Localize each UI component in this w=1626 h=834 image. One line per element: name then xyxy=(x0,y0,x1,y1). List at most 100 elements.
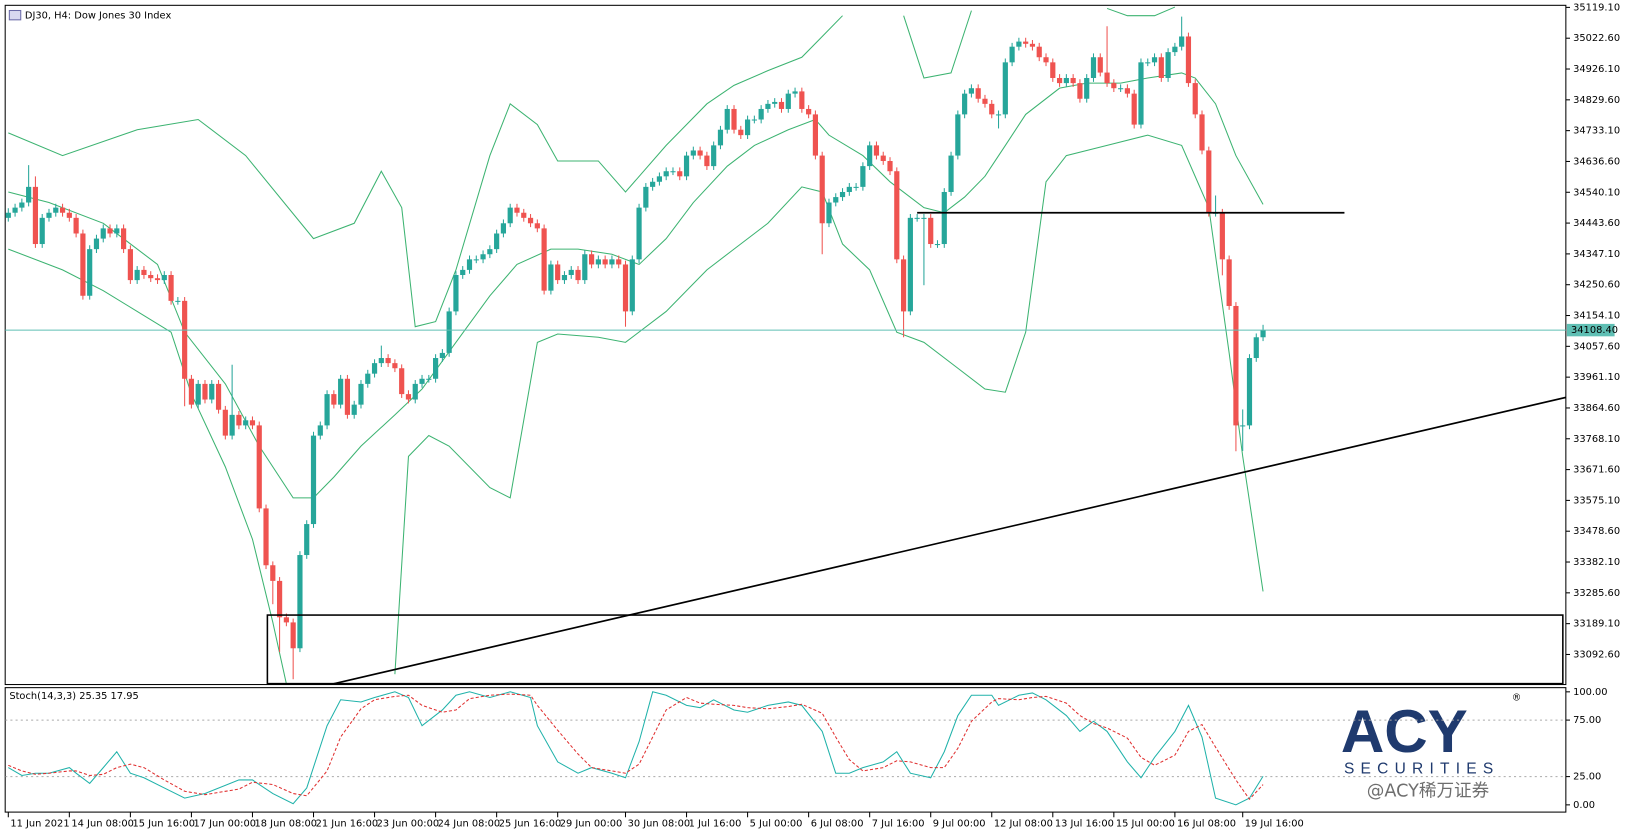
candle-body xyxy=(846,186,852,192)
candle-body xyxy=(324,394,330,426)
y-tick-label: 34540.10 xyxy=(1573,187,1620,198)
candle-body xyxy=(677,171,683,177)
candle-body xyxy=(277,580,283,618)
line-drawing xyxy=(329,396,1566,685)
candle-body xyxy=(934,244,941,246)
candle-body xyxy=(73,217,79,234)
candle-body xyxy=(358,383,364,405)
candle-body xyxy=(1111,83,1117,89)
candle-body xyxy=(439,352,445,359)
x-tick-label: 12 Jul 08:00 xyxy=(994,819,1053,830)
candle-body xyxy=(968,88,974,94)
candle-body xyxy=(487,249,493,255)
candle-body xyxy=(962,93,968,115)
y-tick-label: 0.00 xyxy=(1573,800,1595,811)
x-tick-label: 5 Jul 00:00 xyxy=(750,819,803,830)
candle-body xyxy=(80,233,86,296)
x-tick-label: 6 Jul 08:00 xyxy=(811,819,864,830)
y-tick-label: 33768.10 xyxy=(1573,434,1620,445)
candle-body xyxy=(717,129,724,146)
candle-body xyxy=(310,435,317,525)
candle-body xyxy=(704,155,710,167)
candle-body xyxy=(514,207,520,213)
candle-body xyxy=(290,622,296,649)
candle-body xyxy=(839,191,846,198)
candle-body xyxy=(331,394,337,405)
line xyxy=(8,6,1176,328)
candle-body xyxy=(683,155,690,177)
candle-body xyxy=(629,259,635,312)
stoch-plot xyxy=(5,691,1566,806)
candle-body xyxy=(446,311,452,353)
line xyxy=(8,693,1264,801)
candle-body xyxy=(249,420,256,426)
candle-body xyxy=(121,228,127,250)
candle-body xyxy=(473,259,479,261)
candle-body xyxy=(59,207,66,213)
x-tick-label: 19 Jul 16:00 xyxy=(1245,819,1304,830)
candle-body xyxy=(1138,62,1144,125)
y-tick-label: 35022.60 xyxy=(1573,33,1620,44)
candle-body xyxy=(1070,77,1076,84)
candle-body xyxy=(46,212,52,218)
candle-body xyxy=(1165,52,1171,78)
candle-body xyxy=(1090,57,1097,78)
candle-body xyxy=(765,103,771,109)
candle-body xyxy=(995,114,1002,116)
candle-body xyxy=(914,217,920,219)
candle-body xyxy=(1226,259,1232,306)
candle-body xyxy=(819,155,825,224)
candle-body xyxy=(873,145,880,156)
registered-mark: ® xyxy=(1512,693,1521,704)
candle-body xyxy=(697,150,703,156)
candle-body xyxy=(317,425,323,436)
candle-body xyxy=(561,275,568,281)
candle-body xyxy=(636,207,642,260)
current-price-box xyxy=(1566,323,1615,337)
candle-body xyxy=(297,555,303,649)
x-tick-label: 25 Jun 16:00 xyxy=(499,819,562,830)
candle-body xyxy=(453,275,459,312)
x-tick-label: 1 Jul 16:00 xyxy=(689,819,742,830)
candle-body xyxy=(154,278,161,281)
candle-body xyxy=(663,171,669,177)
candle-body xyxy=(412,383,418,400)
candle-body xyxy=(1124,88,1130,94)
y-tick-label: 35119.10 xyxy=(1573,2,1620,13)
candle-body xyxy=(812,114,819,156)
candle-body xyxy=(758,108,764,120)
candle-body xyxy=(107,228,113,234)
candle-body xyxy=(1240,425,1246,427)
candle-body xyxy=(1084,77,1090,99)
candle-body xyxy=(365,373,371,384)
candle-body xyxy=(256,425,262,509)
line xyxy=(8,691,1264,806)
candle-body xyxy=(975,88,981,99)
y-tick-label: 33285.60 xyxy=(1573,588,1620,599)
current-price-label: 34108.40 xyxy=(1571,325,1618,336)
y-tick-label: 33092.60 xyxy=(1573,649,1620,660)
candle-body xyxy=(1199,114,1205,151)
candle-body xyxy=(867,145,873,167)
candle-body xyxy=(195,383,201,405)
y-tick-label: 75.00 xyxy=(1573,715,1601,726)
candle-body xyxy=(1253,337,1259,359)
symbol-icon xyxy=(8,9,22,21)
candle-body xyxy=(1009,46,1015,63)
candle-body xyxy=(1158,57,1164,78)
candle-body xyxy=(1219,212,1225,260)
x-tick-label: 17 Jun 00:00 xyxy=(193,819,256,830)
candle-body xyxy=(466,259,473,270)
candle-body xyxy=(1077,83,1083,99)
logo: ACY xyxy=(1341,698,1468,765)
box-drawing xyxy=(266,614,1564,685)
candle-body xyxy=(215,383,222,410)
candle-body xyxy=(26,186,32,203)
x-tick-label: 7 Jul 16:00 xyxy=(872,819,925,830)
candle-body xyxy=(1029,43,1036,47)
y-tick-label: 34926.10 xyxy=(1573,64,1620,75)
candle-body xyxy=(460,269,466,276)
candle-body xyxy=(941,191,947,245)
x-tick-label: 24 Jun 08:00 xyxy=(438,819,501,830)
